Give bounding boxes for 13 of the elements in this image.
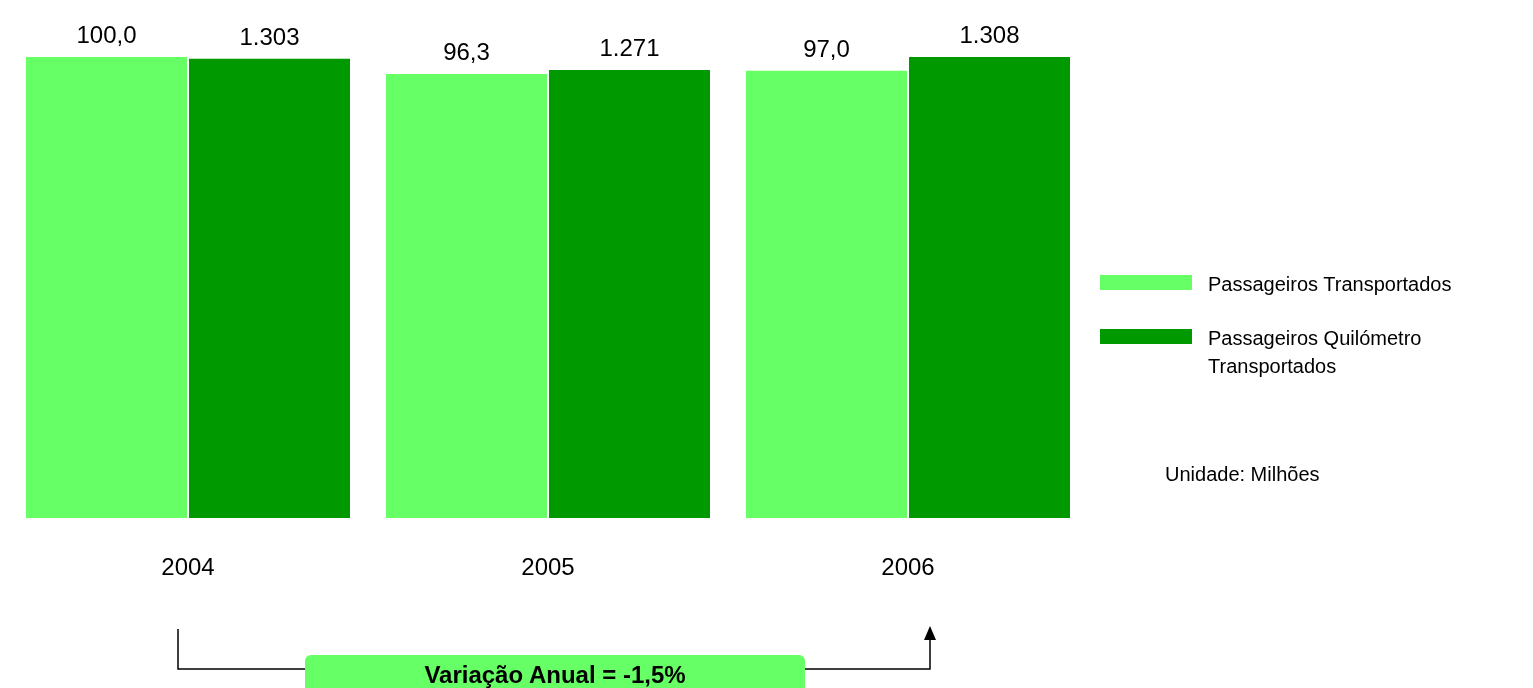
data-label: 1.308: [959, 21, 1020, 48]
x-tick-label: 2004: [161, 553, 215, 581]
text: Variação Anual = -1,5%: [305, 655, 805, 688]
data-label: 97,0: [803, 34, 850, 62]
data-label: 96,3: [443, 38, 490, 66]
data-label: 1.271: [599, 34, 660, 62]
x-tick-label: 2006: [881, 553, 935, 581]
x-tick-label: 2005: [521, 553, 575, 581]
text: Unidade: Milhões: [1165, 463, 1320, 486]
data-label: 100,0: [76, 21, 137, 48]
legend-label: Passageiros Transportados: [1208, 272, 1453, 297]
data-label: 1.303: [239, 22, 300, 50]
legend-label: Passageiros Quilómetro Transportados: [1208, 326, 1423, 379]
